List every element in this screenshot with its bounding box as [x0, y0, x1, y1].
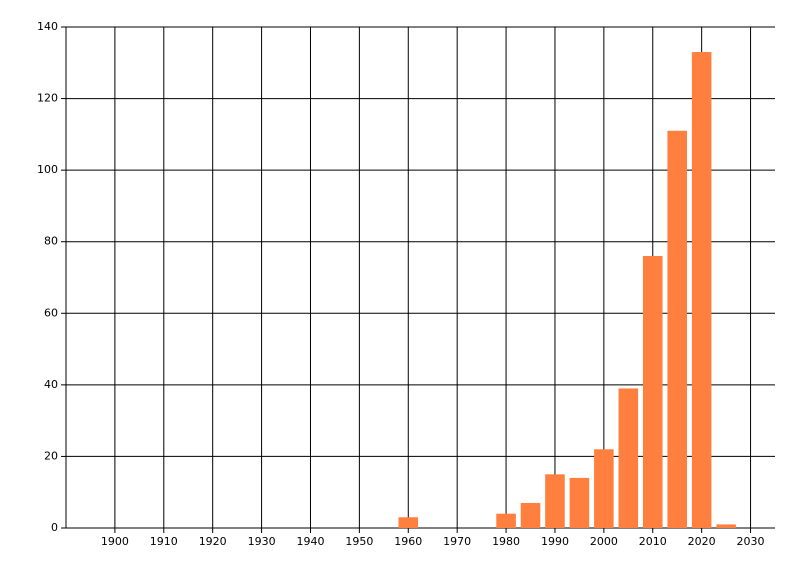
x-tick-label: 1930 — [248, 535, 276, 548]
y-tick-label: 20 — [44, 449, 58, 462]
x-tick-label: 1900 — [101, 535, 129, 548]
y-tick-label: 80 — [44, 235, 58, 248]
bar — [691, 52, 712, 529]
y-tick-label: 40 — [44, 378, 58, 391]
bar — [520, 502, 541, 528]
x-tick-label: 1910 — [150, 535, 178, 548]
bar — [569, 477, 590, 528]
x-tick-label: 1990 — [541, 535, 569, 548]
bar — [642, 256, 663, 528]
bar — [545, 474, 565, 528]
x-tick-label: 1970 — [443, 535, 471, 548]
x-tick-label: 1980 — [492, 535, 520, 548]
bar — [594, 449, 614, 528]
bar — [618, 388, 639, 528]
y-tick-label: 140 — [37, 20, 58, 33]
x-tick-label: 2000 — [590, 535, 618, 548]
x-tick-label: 2030 — [737, 535, 765, 548]
x-tick-label: 1920 — [199, 535, 227, 548]
bar — [667, 130, 687, 528]
bar — [496, 513, 516, 528]
x-tick-label: 1950 — [345, 535, 373, 548]
bar — [398, 517, 419, 528]
y-tick-label: 100 — [37, 163, 58, 176]
x-tick-label: 2010 — [639, 535, 667, 548]
y-tick-label: 120 — [37, 92, 58, 105]
y-tick-label: 60 — [44, 306, 58, 319]
y-tick-label: 0 — [51, 521, 58, 534]
bar — [716, 524, 736, 528]
x-tick-label: 1940 — [296, 535, 324, 548]
x-tick-label: 2020 — [688, 535, 716, 548]
x-tick-label: 1960 — [394, 535, 422, 548]
